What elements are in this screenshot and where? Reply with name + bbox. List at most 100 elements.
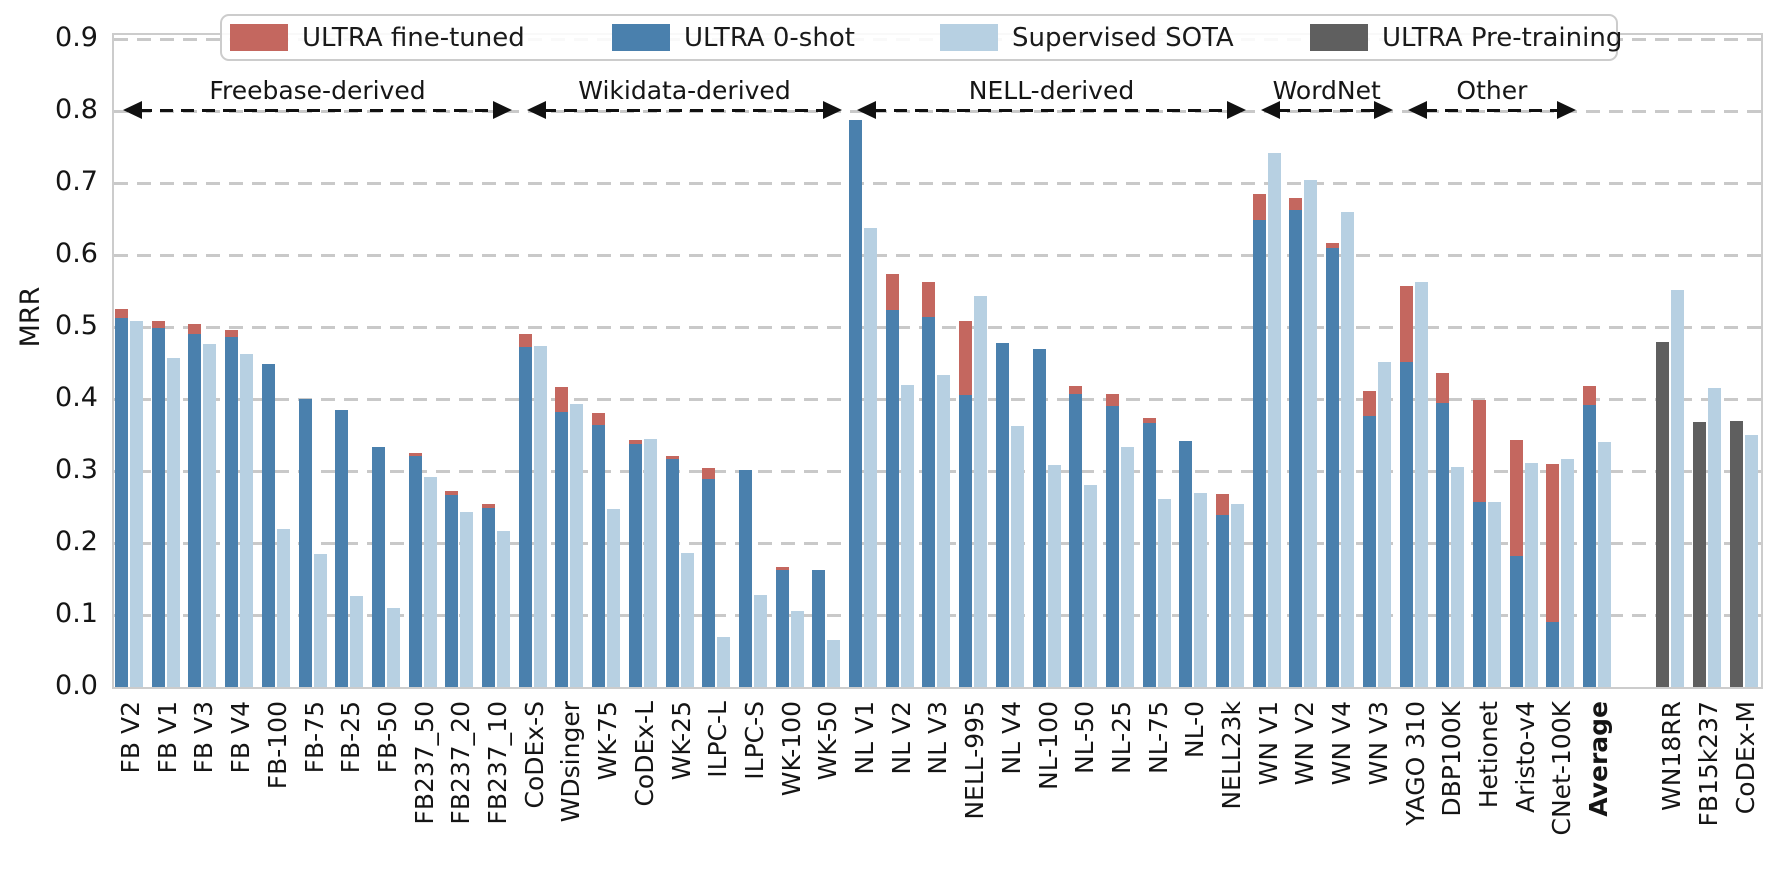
x-label-codex-m: CoDEx-M	[1731, 701, 1761, 815]
bar-fb-50-zero-shot	[371, 446, 385, 687]
group-label-wikidata-derived: Wikidata-derived	[578, 76, 791, 105]
x-label-fb-25: FB-25	[336, 701, 366, 774]
y-tick-0.6: 0.6	[55, 238, 98, 269]
group-arrowhead-left-freebase-derived	[123, 101, 142, 119]
bar-nl-v1-zero-shot	[849, 120, 862, 687]
bar-fb15k237-pretraining	[1693, 422, 1707, 687]
bar-fb15k237-sota	[1708, 388, 1722, 687]
y-tick-0.5: 0.5	[55, 310, 98, 341]
x-label-fb15k237: FB15k237	[1694, 701, 1724, 827]
x-label-fb-v1: FB V1	[152, 701, 182, 774]
bar-wk-50-sota	[827, 640, 841, 687]
bar-wk-75-fine-tuned	[592, 413, 606, 425]
bar-nell-995-zero-shot	[959, 394, 973, 687]
legend-item-supervised-sota: Supervised SOTA	[940, 16, 1234, 59]
legend-label-supervised-sota: Supervised SOTA	[1012, 22, 1234, 53]
group-label-freebase-derived: Freebase-derived	[209, 76, 426, 105]
legend-label-ultra-0-shot: ULTRA 0-shot	[684, 22, 855, 53]
bar-aristo-v4-sota	[1524, 463, 1538, 687]
y-tick-0.8: 0.8	[55, 94, 98, 125]
bar-wn-v3-sota	[1377, 361, 1391, 687]
x-label-wn18rr: WN18RR	[1657, 701, 1686, 811]
gridline-0.7	[114, 182, 1761, 185]
group-arrowhead-left-nell-derived	[857, 101, 876, 119]
bar-hetionet-sota	[1487, 501, 1501, 687]
bar-cnet-100k-zero-shot	[1546, 622, 1560, 687]
x-label-aristo-v4: Aristo-v4	[1510, 701, 1540, 813]
legend-item-ultra-fine-tuned: ULTRA fine-tuned	[230, 16, 525, 59]
x-label-average: Average	[1584, 701, 1613, 817]
bar-nl-v3-fine-tuned	[922, 281, 936, 317]
bar-fb237-10-zero-shot	[482, 508, 495, 687]
bar-codex-s-zero-shot	[518, 347, 532, 687]
x-label-wk-100: WK-100	[776, 701, 806, 797]
bar-fb237-50-fine-tuned	[408, 453, 422, 456]
bar-wn-v2-fine-tuned	[1289, 198, 1303, 210]
y-tick-0.2: 0.2	[55, 526, 98, 557]
bar-wk-100-zero-shot	[775, 570, 789, 687]
bar-fb-25-zero-shot	[335, 409, 349, 687]
bar-nl-100-zero-shot	[1032, 348, 1046, 687]
y-tick-0.4: 0.4	[55, 382, 98, 413]
y-tick-0.7: 0.7	[55, 166, 98, 197]
x-label-wn-v2: WN V2	[1290, 701, 1320, 786]
group-label-wordnet: WordNet	[1272, 76, 1381, 105]
bar-nl-75-sota	[1157, 499, 1171, 687]
bar-fb237-10-fine-tuned	[482, 504, 495, 509]
x-label-dbp100k: DBP100K	[1437, 701, 1467, 817]
bar-fb-v1-fine-tuned	[151, 320, 165, 329]
x-label-codex-s: CoDEx-S	[519, 701, 549, 809]
x-label-ilpc-l: ILPC-L	[703, 701, 733, 778]
x-label-nl-75: NL-75	[1143, 701, 1173, 775]
bar-wk-25-zero-shot	[665, 459, 679, 687]
bar-nell23k-fine-tuned	[1216, 494, 1229, 515]
x-label-fb237-20: FB237_20	[446, 701, 476, 825]
bar-codex-l-sota	[643, 438, 657, 687]
group-arrowhead-right-freebase-derived	[493, 101, 512, 119]
bar-fb-25-sota	[350, 595, 364, 687]
x-label-yago-310: YAGO 310	[1400, 701, 1430, 826]
bar-nl-50-sota	[1084, 484, 1098, 687]
bar-nell-995-fine-tuned	[959, 320, 973, 395]
x-label-wk-75: WK-75	[593, 701, 623, 781]
x-label-hetionet: Hetionet	[1473, 701, 1503, 809]
bar-hetionet-fine-tuned	[1472, 399, 1486, 502]
legend-swatch-ultra-0-shot	[612, 24, 670, 51]
bar-nl-50-zero-shot	[1069, 393, 1083, 687]
bar-yago-310-fine-tuned	[1399, 285, 1413, 363]
x-label-fb-v2: FB V2	[116, 701, 145, 774]
bar-fb-v2-zero-shot	[115, 318, 128, 687]
bar-codex-s-sota	[533, 346, 547, 687]
bar-ilpc-l-zero-shot	[702, 478, 716, 687]
x-label-nl-25: NL-25	[1106, 701, 1136, 775]
legend-item-ultra-pre-training: ULTRA Pre-training	[1310, 16, 1622, 59]
bar-average-fine-tuned	[1583, 386, 1596, 405]
x-label-wk-25: WK-25	[666, 701, 696, 781]
bar-wn-v2-zero-shot	[1289, 209, 1303, 687]
legend: ULTRA fine-tuned ULTRA 0-shot Supervised S…	[220, 14, 1622, 61]
bar-aristo-v4-zero-shot	[1509, 555, 1523, 687]
x-label-nl-100: NL-100	[1033, 701, 1063, 790]
y-tick-0.0: 0.0	[55, 670, 98, 701]
bar-nl-v4-sota	[1010, 426, 1024, 687]
group-arrow-line-wordnet	[1276, 109, 1377, 112]
bar-wn-v2-sota	[1304, 180, 1318, 687]
bar-nl-v1-sota	[864, 228, 877, 687]
group-arrow-line-nell-derived	[873, 109, 1230, 112]
y-tick-0.9: 0.9	[55, 22, 98, 53]
group-arrowhead-right-wikidata-derived	[823, 101, 843, 119]
bar-fb237-10-sota	[497, 530, 510, 687]
bar-nl-25-fine-tuned	[1105, 393, 1119, 407]
bar-dbp100k-fine-tuned	[1436, 373, 1450, 404]
bar-wn18rr-sota	[1671, 290, 1684, 687]
bar-wk-100-sota	[790, 611, 804, 687]
bar-wn-v1-zero-shot	[1252, 220, 1266, 687]
x-label-nl-v4: NL V4	[996, 701, 1026, 775]
x-label-wk-50: WK-50	[813, 701, 843, 781]
bar-wk-25-sota	[680, 553, 694, 687]
group-arrow-line-freebase-derived	[139, 109, 496, 112]
group-arrow-line-other	[1423, 109, 1561, 112]
bar-wk-100-fine-tuned	[775, 566, 789, 571]
group-label-other: Other	[1456, 76, 1528, 105]
x-label-nl-v1: NL V1	[850, 701, 879, 775]
